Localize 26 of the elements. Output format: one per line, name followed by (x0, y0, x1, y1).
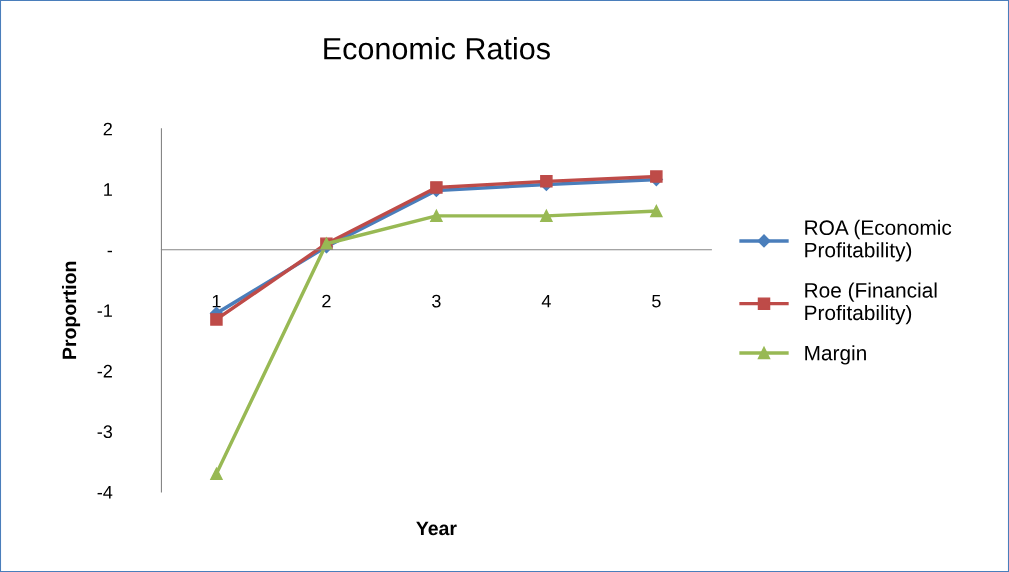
point (430, 181, 443, 194)
y-tick-label: -1 (97, 304, 112, 317)
point (210, 467, 223, 481)
point (650, 204, 663, 218)
x-tick-label: 1 (212, 294, 221, 308)
point (210, 313, 223, 326)
point (540, 209, 553, 223)
x-tick-label: 4 (541, 294, 551, 308)
legend-label: ROA (Economic Profitability) (805, 219, 952, 262)
chart-title: Economic Ratios (324, 37, 550, 60)
point (430, 209, 443, 223)
x-tick-label: 2 (322, 294, 331, 308)
x-tick-label: 5 (652, 294, 661, 308)
x-axis-title: Year (416, 521, 457, 536)
y-tick-label: 1 (104, 183, 112, 196)
y-tick-label: -2 (97, 364, 112, 378)
x-tick-label: 3 (432, 294, 441, 308)
y-tick-label: 2 (103, 122, 112, 136)
y-tick-label: -4 (97, 486, 113, 499)
y-tick-label: - (107, 250, 113, 253)
legend-label: Margin (805, 345, 866, 365)
y-tick-label: -3 (97, 425, 113, 439)
point (650, 170, 663, 183)
point (540, 175, 553, 188)
y-axis-title: Proportion (61, 261, 81, 359)
legend-label: Roe (Financial Profitability) (805, 282, 937, 325)
